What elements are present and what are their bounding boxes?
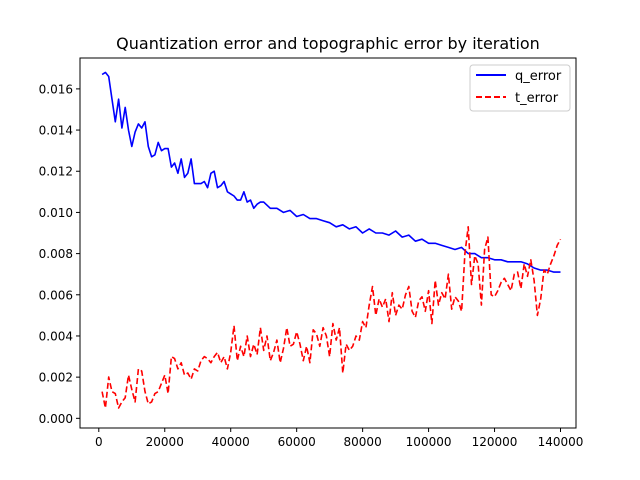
- y-tick-label: 0.010: [39, 206, 73, 220]
- y-tick-label: 0.000: [39, 412, 73, 426]
- series-line-t-error: [101, 226, 562, 409]
- legend: q_error t_error: [469, 64, 571, 112]
- y-tick-label: 0.014: [39, 124, 73, 138]
- y-tick-label: 0.012: [39, 165, 73, 179]
- x-tick-label: 80000: [344, 435, 382, 449]
- axes-frame: [79, 57, 577, 429]
- plot-area: [101, 71, 562, 409]
- y-tick-label: 0.002: [39, 371, 73, 385]
- x-tick-label: 40000: [212, 435, 250, 449]
- x-tick-label: 120000: [472, 435, 518, 449]
- series-line-q-error: [101, 71, 561, 273]
- x-tick-label: 100000: [406, 435, 452, 449]
- x-tick-label: 20000: [146, 435, 184, 449]
- y-tick-label: 0.008: [39, 247, 73, 261]
- legend-label-q-error: q_error: [515, 69, 562, 84]
- x-tick-label: 60000: [278, 435, 316, 449]
- y-tick-label: 0.004: [39, 329, 73, 343]
- chart-title: Quantization error and topographic error…: [116, 34, 540, 53]
- x-tick-label: 140000: [538, 435, 584, 449]
- y-axis: 0.000 0.002 0.004 0.006 0.008 0.010 0.012 0.014…: [39, 82, 80, 426]
- y-tick-label: 0.016: [39, 82, 73, 96]
- legend-box: [469, 64, 571, 112]
- x-tick-label: 0: [95, 435, 103, 449]
- y-tick-label: 0.006: [39, 288, 73, 302]
- x-axis: 0 20000 40000 60000 80000 100000 120000 140000: [95, 428, 583, 449]
- legend-label-t-error: t_error: [515, 91, 559, 106]
